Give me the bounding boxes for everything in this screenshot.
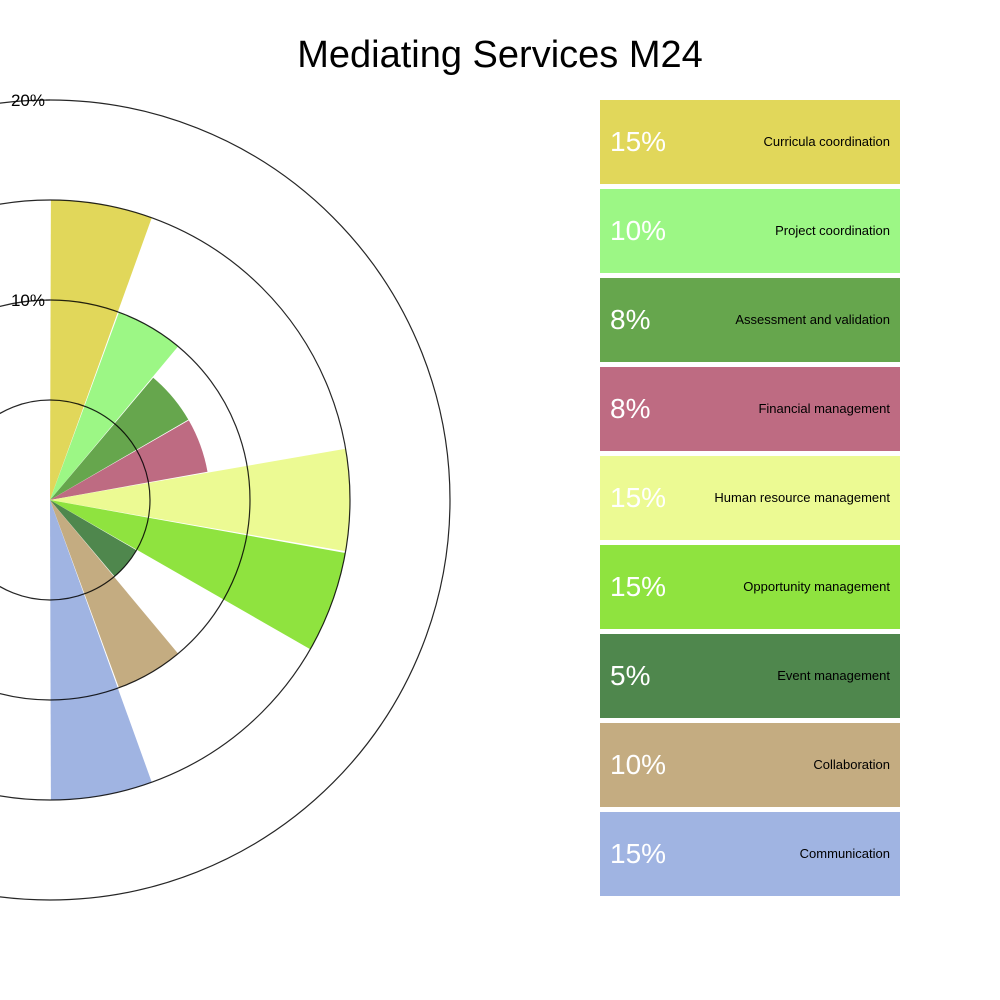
legend-value: 8% — [610, 304, 651, 335]
legend-value: 8% — [610, 393, 651, 424]
sector-communication — [50, 500, 152, 800]
legend-value: 15% — [610, 838, 667, 869]
chart-title: Mediating Services M24 — [297, 34, 703, 76]
tick-label: 20% — [11, 91, 45, 110]
sector-assessment-and-validation — [50, 377, 189, 500]
sector-event-management — [50, 500, 137, 577]
legend-value: 15% — [610, 571, 667, 602]
legend-label: Curricula coordination — [763, 134, 890, 149]
tick-label: 10% — [11, 291, 45, 310]
legend-label: Project coordination — [775, 223, 890, 238]
legend-item-collaboration: 10% Collaboration — [600, 723, 900, 807]
legend-label: Assessment and validation — [735, 312, 890, 327]
legend: 15% Curricula coordination 10% Project coor… — [600, 100, 900, 901]
sector-collaboration — [50, 500, 179, 688]
legend-item-assessment-and-validation: 8% Assessment and validation — [600, 278, 900, 362]
legend-label: Human resource management — [714, 490, 890, 505]
legend-item-opportunity-management: 15% Opportunity management — [600, 545, 900, 629]
legend-value: 10% — [610, 749, 667, 780]
grid-ring — [0, 199, 351, 801]
legend-item-event-management: 5% Event management — [600, 634, 900, 718]
sector-opportunity-management — [50, 500, 346, 650]
legend-label: Financial management — [758, 401, 890, 416]
legend-item-curricula-coordination: 15% Curricula coordination — [600, 100, 900, 184]
grid-ring — [0, 399, 151, 601]
legend-label: Collaboration — [813, 757, 890, 772]
legend-label: Opportunity management — [743, 579, 890, 594]
legend-item-communication: 15% Communication — [600, 812, 900, 896]
legend-label: Communication — [799, 846, 890, 861]
sector-human-resource-management — [50, 448, 351, 552]
legend-item-project-coordination: 10% Project coordination — [600, 189, 900, 273]
sector-financial-management — [50, 420, 208, 500]
legend-value: 5% — [610, 660, 651, 691]
legend-value: 15% — [610, 482, 667, 513]
legend-value: 15% — [610, 126, 667, 157]
legend-item-financial-management: 8% Financial management — [600, 367, 900, 451]
sector-project-coordination — [50, 312, 179, 500]
legend-label: Event management — [777, 668, 890, 683]
legend-value: 10% — [610, 215, 667, 246]
legend-item-human-resource-management: 15% Human resource management — [600, 456, 900, 540]
sector-curricula-coordination — [50, 200, 152, 500]
